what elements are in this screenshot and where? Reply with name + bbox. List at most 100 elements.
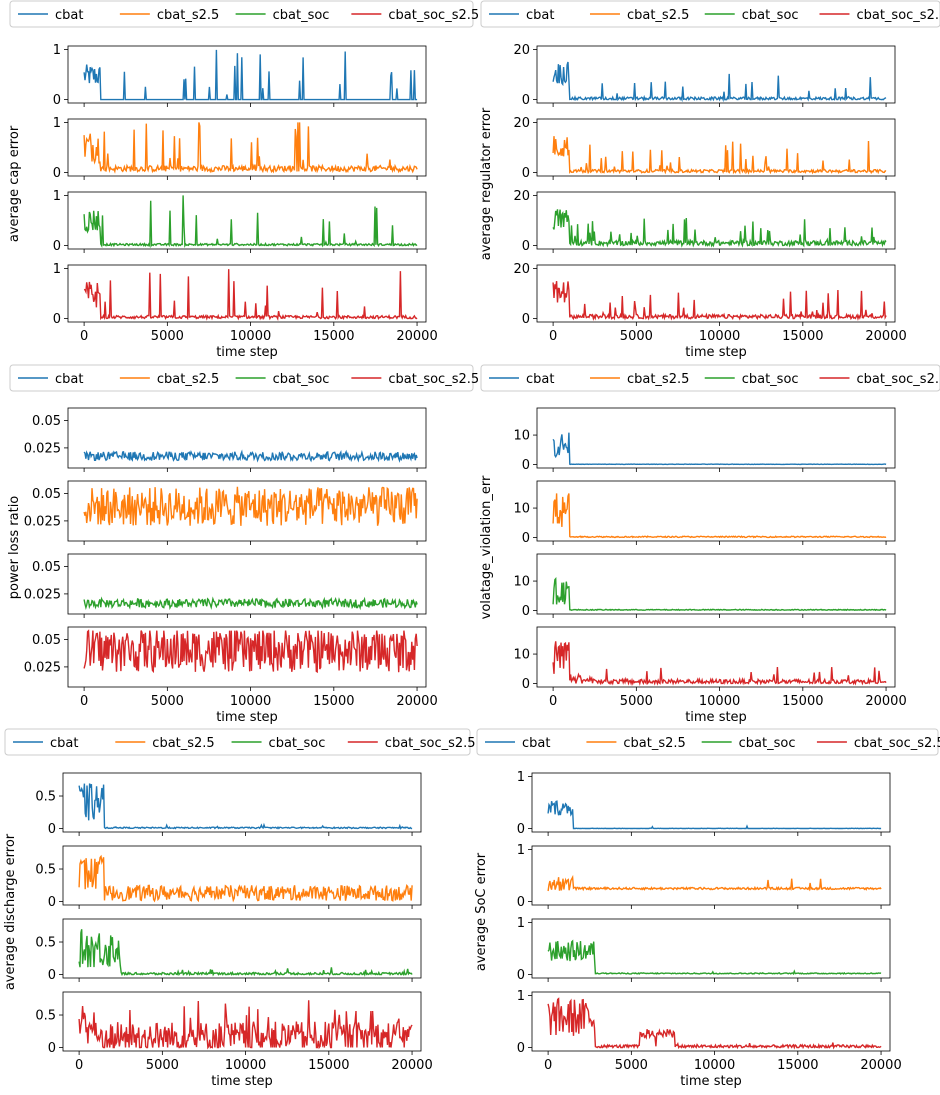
axes-frame [62,918,422,979]
y-tick-label: 0 [48,822,56,837]
x-tick-label: 10000 [699,329,740,344]
legend-label: cbat_s2.5 [157,8,219,23]
series-line-cbat [547,800,882,830]
legend-entry-cbat: cbat [489,372,554,387]
y-tick-label: 0.05 [32,487,61,502]
y-tick-label: 0.05 [32,414,61,429]
x-axis-label: time step [216,710,278,725]
x-axis-label: time step [685,345,747,360]
legend-entry-cbat: cbat [13,736,78,751]
y-tick-label: 0 [48,895,56,910]
axes-frame [536,407,896,469]
x-tick-label: 15000 [308,1058,349,1073]
series-line-cbat_s2.5 [83,122,418,174]
chart-2: 0.025 0.05 0.025 0.05 0.025 0.05 0.025 0.05 0 500… [7,407,438,725]
legend-entry-cbat_s2.5: cbat_s2.5 [119,372,219,387]
series-line-cbat [78,783,413,830]
y-tick-label: 20 [513,43,530,58]
legend-label: cbat [55,8,83,23]
y-tick-label: 0 [517,968,525,983]
legend-entry-cbat_soc_s2.5: cbat_soc_s2.5 [351,8,479,23]
legend-0: cbat cbat_s2.5 cbat_soc cbat_soc_s2.5 [9,0,479,28]
legend-entry-cbat_s2.5: cbat_s2.5 [586,736,686,751]
legend-entry-cbat: cbat [489,8,554,23]
panel-cbat_soc_s2.5: 0 1 0 5000 10000 15000 20000 [53,262,438,344]
legend-label: cbat_soc [273,372,330,387]
legend-label: cbat_s2.5 [623,736,685,751]
axes-frame [62,991,422,1052]
y-tick-label: 20 [513,116,530,131]
y-tick-label: 0 [522,166,530,181]
y-tick-label: 0 [517,895,525,910]
legend-entry-cbat: cbat [18,372,83,387]
x-tick-label: 5000 [146,1058,179,1073]
panel-cbat_soc: 01 [517,916,891,983]
legend-label: cbat_soc_s2.5 [385,736,476,751]
series-line-cbat [552,432,887,466]
series-line-cbat_s2.5 [552,493,887,539]
y-tick-label: 0.05 [32,560,61,575]
axes-frame [531,845,891,906]
panel-cbat_soc_s2.5: 0 1 0 5000 10000 15000 20000 [517,989,902,1073]
y-tick-label: 1 [53,189,61,204]
y-tick-label: 0.025 [24,587,61,602]
legend-label: cbat_soc_s2.5 [388,8,479,23]
x-tick-label: 20000 [865,329,906,344]
panel-cbat_soc_s2.5: 0 0.5 0 5000 10000 15000 20000 [35,991,433,1073]
x-tick-label: 0 [549,329,557,344]
panel-cbat_soc: 0 10 [513,553,896,619]
x-axis-label: time step [680,1074,742,1089]
legend-label: cbat [55,372,83,387]
series-line-cbat_soc_s2.5 [78,1000,413,1050]
series-line-cbat_soc_s2.5 [83,629,418,674]
x-tick-label: 15000 [782,694,823,709]
series-line-cbat [83,449,418,463]
x-axis-label: time step [685,710,747,725]
series-line-cbat_s2.5 [552,136,887,175]
axes-frame [67,264,427,323]
y-axis-label: power loss ratio [7,496,22,600]
y-tick-label: 0 [522,677,530,692]
panel-cbat_s2.5: 01 [53,116,427,181]
x-tick-label: 15000 [782,329,823,344]
x-tick-label: 5000 [620,329,653,344]
panel-cbat_soc: 00.5 [35,918,422,983]
y-axis-label: average regulator error [479,107,494,260]
panel-cbat: 0.025 0.05 [24,407,427,472]
axes-frame [536,480,896,542]
panel-cbat_soc: 01 [53,189,427,254]
legend-label: cbat_s2.5 [157,372,219,387]
panel-cbat: 0 20 [513,43,896,108]
legend-label: cbat [50,736,78,751]
y-tick-label: 1 [517,916,525,931]
panel-cbat_soc: 0 20 [513,189,896,254]
x-tick-label: 5000 [620,694,653,709]
axes-frame [531,991,891,1052]
axes-frame [536,626,896,688]
series-line-cbat_soc_s2.5 [83,269,418,321]
y-tick-label: 1 [517,989,525,1004]
legend-entry-cbat_s2.5: cbat_s2.5 [589,8,689,23]
legend-3: cbat cbat_s2.5 cbat_soc cbat_soc_s2.5 [480,364,940,392]
y-tick-label: 0 [53,312,61,327]
series-line-cbat_s2.5 [547,874,882,892]
axes-frame [67,45,427,104]
y-tick-label: 10 [513,502,530,517]
series-line-cbat_soc [78,929,413,977]
legend-entry-cbat_soc_s2.5: cbat_soc_s2.5 [816,736,940,751]
x-axis-label: time step [211,1074,273,1089]
y-tick-label: 20 [513,189,530,204]
legend-5: cbat cbat_s2.5 cbat_soc cbat_soc_s2.5 [476,728,940,756]
legend-entry-cbat_s2.5: cbat_s2.5 [589,372,689,387]
x-tick-label: 15000 [777,1058,818,1073]
y-axis-label: volatage_violation_err [479,475,494,619]
x-tick-label: 15000 [313,694,354,709]
panel-cbat: 00.5 [35,772,422,837]
chart-4: 00.500.500.500.50 5000 10000 15000 20000aver… [3,772,433,1089]
legend-label: cbat_soc [739,736,796,751]
panel-cbat_s2.5: 0.025 0.05 [24,480,427,545]
panel-cbat: 0 10 [513,407,896,473]
